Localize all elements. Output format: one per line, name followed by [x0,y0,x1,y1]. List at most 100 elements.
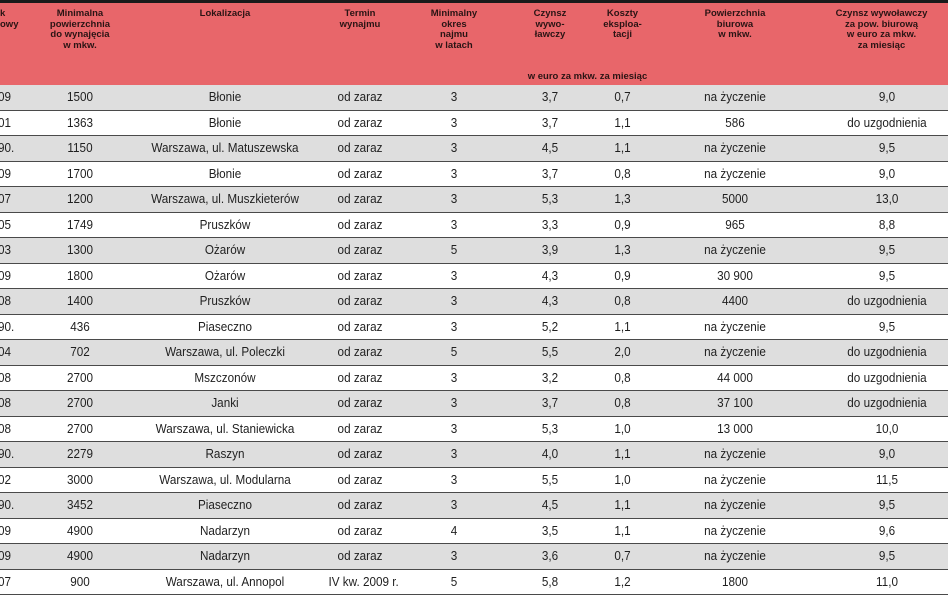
cell-location: Nadarzyn [144,544,306,568]
cell-rent: 4,3 [519,264,582,288]
cell-office-rent: 9,6 [834,519,940,543]
cell-year: 09 [0,162,23,186]
cell-office-area: 965 [681,213,789,237]
cell-rent: 5,3 [519,417,582,441]
cell-costs: 1,1 [593,111,652,135]
cell-location: Nadarzyn [144,519,306,543]
cell-office-area: na życzenie [681,468,789,492]
cell-term: od zaraz [329,213,392,237]
cell-office-rent: 9,5 [834,544,940,568]
cell-min-area: 1363 [44,111,116,135]
cell-costs: 1,3 [593,187,652,211]
cell-office-rent: 9,5 [834,315,940,339]
cell-location: Warszawa, ul. Muszkieterów [144,187,306,211]
cell-term: od zaraz [329,136,392,160]
cell-costs: 1,3 [593,238,652,262]
cell-location: Błonie [144,162,306,186]
header-year: k owy [0,9,22,30]
cell-min-area: 1800 [44,264,116,288]
cell-term: od zaraz [329,340,392,364]
header-office-rent: Czynsz wywoławczy za pow. biurową w euro… [815,9,948,51]
cell-period: 3 [422,417,487,441]
cell-year: 90. [0,442,23,466]
cell-office-area: na życzenie [681,162,789,186]
cell-location: Raszyn [144,442,306,466]
cell-costs: 1,1 [593,136,652,160]
cell-period: 3 [422,162,487,186]
cell-costs: 0,8 [593,366,652,390]
cell-term: od zaraz [329,442,392,466]
cell-min-area: 1700 [44,162,116,186]
cell-office-rent: 9,0 [834,162,940,186]
cell-term: od zaraz [329,187,392,211]
cell-period: 3 [422,264,487,288]
cell-office-area: na życzenie [681,136,789,160]
cell-location: Warszawa, ul. Staniewicka [144,417,306,441]
cell-office-rent: do uzgodnienia [834,340,940,364]
cell-rent: 5,3 [519,187,582,211]
cell-costs: 0,8 [593,162,652,186]
cell-rent: 3,3 [519,213,582,237]
cell-office-area: 1800 [681,570,789,594]
cell-period: 3 [422,391,487,415]
cell-costs: 0,9 [593,213,652,237]
cell-rent: 3,5 [519,519,582,543]
cell-term: od zaraz [329,366,392,390]
cell-period: 3 [422,289,487,313]
cell-term: IV kw. 2009 r. [329,570,392,594]
cell-year: 08 [0,417,23,441]
header-unit-note: w euro za mkw. za miesiąc [505,71,670,82]
cell-year: 90. [0,315,23,339]
cell-office-rent: do uzgodnienia [834,289,940,313]
cell-year: 09 [0,264,23,288]
cell-year: 05 [0,213,23,237]
cell-rent: 3,7 [519,85,582,109]
cell-costs: 1,1 [593,315,652,339]
cell-year: 02 [0,468,23,492]
cell-min-area: 1500 [44,85,116,109]
cell-costs: 0,8 [593,391,652,415]
cell-term: od zaraz [329,417,392,441]
cell-office-rent: 9,5 [834,264,940,288]
cell-office-area: na życzenie [681,493,789,517]
cell-term: od zaraz [329,493,392,517]
cell-costs: 1,1 [593,442,652,466]
cell-costs: 0,7 [593,85,652,109]
cell-period: 3 [422,468,487,492]
cell-year: 01 [0,111,23,135]
cell-min-area: 900 [44,570,116,594]
cell-office-area: na życzenie [681,544,789,568]
cell-office-area: 5000 [681,187,789,211]
cell-rent: 3,6 [519,544,582,568]
cell-location: Piaseczno [144,315,306,339]
cell-rent: 4,0 [519,442,582,466]
cell-term: od zaraz [329,544,392,568]
cell-year: 09 [0,85,23,109]
cell-min-area: 2700 [44,391,116,415]
cell-location: Warszawa, ul. Matuszewska [144,136,306,160]
cell-period: 3 [422,136,487,160]
header-term: Termin wynajmu [325,9,395,30]
cell-location: Błonie [144,85,306,109]
cell-costs: 1,0 [593,417,652,441]
cell-office-area: na życzenie [681,519,789,543]
cell-office-rent: 9,0 [834,442,940,466]
cell-year: 09 [0,544,23,568]
cell-period: 5 [422,570,487,594]
cell-office-rent: 11,5 [834,468,940,492]
cell-year: 04 [0,340,23,364]
cell-office-rent: 10,0 [834,417,940,441]
cell-office-area: 30 900 [681,264,789,288]
cell-min-area: 3452 [44,493,116,517]
cell-min-area: 436 [44,315,116,339]
table-header: k owy Minimalna powierzchnia do wynajęci… [0,3,948,85]
